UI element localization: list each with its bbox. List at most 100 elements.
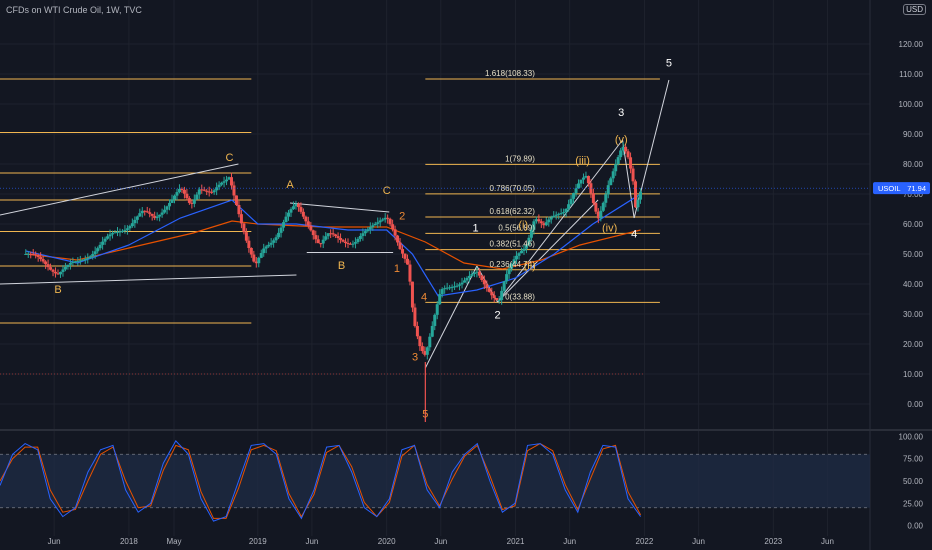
candle-body bbox=[279, 227, 283, 233]
wave-label: (iv) bbox=[602, 223, 617, 235]
candle-body bbox=[83, 259, 87, 261]
price-tick-label: 70.00 bbox=[903, 190, 924, 199]
candle-body bbox=[465, 277, 469, 281]
candle-body bbox=[549, 217, 553, 220]
candle-body bbox=[386, 217, 390, 219]
candle-body bbox=[185, 193, 189, 199]
candle-body bbox=[314, 235, 318, 240]
candle-body bbox=[619, 150, 623, 158]
candle-body bbox=[207, 191, 211, 193]
candle-body bbox=[192, 199, 196, 204]
fib-label: 0.382(51.46) bbox=[490, 240, 536, 249]
candle-body bbox=[111, 233, 115, 235]
candle-body bbox=[257, 257, 261, 264]
fib-label: 0.618(62.32) bbox=[490, 207, 536, 216]
candle-body bbox=[128, 226, 132, 229]
candle-body bbox=[81, 259, 85, 261]
price-tick-label: 100.00 bbox=[899, 100, 924, 109]
candle-body bbox=[331, 233, 335, 235]
candle-body bbox=[68, 263, 72, 265]
candle-body bbox=[348, 243, 352, 245]
wave4-line bbox=[622, 139, 635, 219]
candle-body bbox=[547, 219, 551, 223]
wave-label: (i) bbox=[518, 220, 528, 232]
wave-label: B bbox=[54, 284, 61, 296]
fib-label: 1.618(108.33) bbox=[485, 69, 535, 78]
candle-body bbox=[517, 253, 521, 256]
candle-body bbox=[450, 286, 454, 288]
wave-label: 5 bbox=[666, 58, 672, 70]
last-price-badge bbox=[873, 182, 930, 195]
candle-body bbox=[638, 191, 642, 200]
candle-body bbox=[609, 178, 613, 186]
candle-body bbox=[329, 233, 333, 235]
price-axis[interactable]: 120.00110.00100.0090.0080.0070.0060.0050… bbox=[0, 40, 930, 409]
wave3-line bbox=[497, 139, 623, 303]
candle-body bbox=[616, 157, 620, 165]
price-tick-label: 120.00 bbox=[899, 40, 924, 49]
candle-body bbox=[425, 347, 429, 355]
candle-body bbox=[502, 281, 506, 291]
candle-body bbox=[443, 288, 447, 290]
candle-body bbox=[324, 236, 328, 240]
wave-label: 1 bbox=[394, 263, 400, 275]
candle-body bbox=[269, 242, 273, 245]
candles bbox=[24, 141, 642, 422]
candle-body bbox=[222, 181, 226, 183]
time-tick-label: Jun bbox=[305, 537, 318, 546]
candle-body bbox=[396, 235, 400, 243]
time-tick-label: Jun bbox=[563, 537, 576, 546]
candle-body bbox=[190, 202, 194, 204]
time-tick-label: 2019 bbox=[249, 537, 267, 546]
wave-label: A bbox=[286, 179, 294, 191]
fib-label: 0(33.88) bbox=[505, 292, 535, 301]
currency-badge[interactable]: USD bbox=[903, 4, 926, 15]
candle-body bbox=[552, 215, 556, 218]
ema-slow-line bbox=[25, 220, 641, 270]
stoch-band bbox=[0, 454, 870, 508]
time-tick-label: Jun bbox=[48, 537, 61, 546]
candle-body bbox=[527, 237, 531, 246]
stochastic-pane[interactable]: 100.00 75.00 50.00 25.00 0.00 bbox=[0, 432, 924, 531]
candle-body bbox=[529, 229, 533, 238]
candle-body bbox=[507, 268, 511, 275]
candle-body bbox=[168, 202, 172, 207]
candle-body bbox=[405, 258, 409, 265]
candle-body bbox=[401, 249, 405, 254]
candle-body bbox=[334, 234, 338, 237]
symbol-title[interactable]: CFDs on WTI Crude Oil, 1W, TVC bbox=[6, 5, 142, 15]
candle-body bbox=[239, 214, 243, 224]
price-tick-label: 110.00 bbox=[899, 70, 923, 79]
candle-body bbox=[485, 284, 489, 289]
candle-body bbox=[316, 239, 320, 244]
candle-body bbox=[150, 213, 154, 216]
price-tick-label: 10.00 bbox=[903, 370, 924, 379]
candle-body bbox=[259, 253, 263, 258]
horizontal-levels bbox=[0, 78, 660, 375]
candle-body bbox=[522, 248, 526, 251]
candle-body bbox=[58, 271, 62, 275]
candle-body bbox=[108, 234, 112, 237]
candle-body bbox=[408, 264, 412, 282]
candle-body bbox=[106, 236, 110, 239]
candle-body bbox=[423, 351, 427, 355]
candle-body bbox=[31, 253, 35, 255]
candle-body bbox=[438, 294, 442, 305]
candle-body bbox=[477, 271, 481, 276]
candle-body bbox=[36, 255, 40, 257]
candle-body bbox=[542, 223, 546, 226]
candle-body bbox=[284, 216, 288, 223]
time-axis[interactable]: Jun 2018 May 2019 Jun 2020 Jun 2021 Jun 2022 Jun 20… bbox=[48, 537, 834, 546]
candle-body bbox=[512, 259, 516, 264]
wave-label: 4 bbox=[631, 229, 637, 241]
candle-body bbox=[163, 209, 167, 213]
candle-body bbox=[66, 264, 70, 267]
candle-body bbox=[232, 185, 236, 196]
candle-body bbox=[500, 290, 504, 301]
stoch-tick-label: 100.00 bbox=[899, 432, 924, 441]
candle-body bbox=[475, 271, 479, 273]
wave-label: 3 bbox=[412, 352, 418, 364]
candle-body bbox=[143, 210, 147, 212]
candle-body bbox=[634, 181, 638, 208]
